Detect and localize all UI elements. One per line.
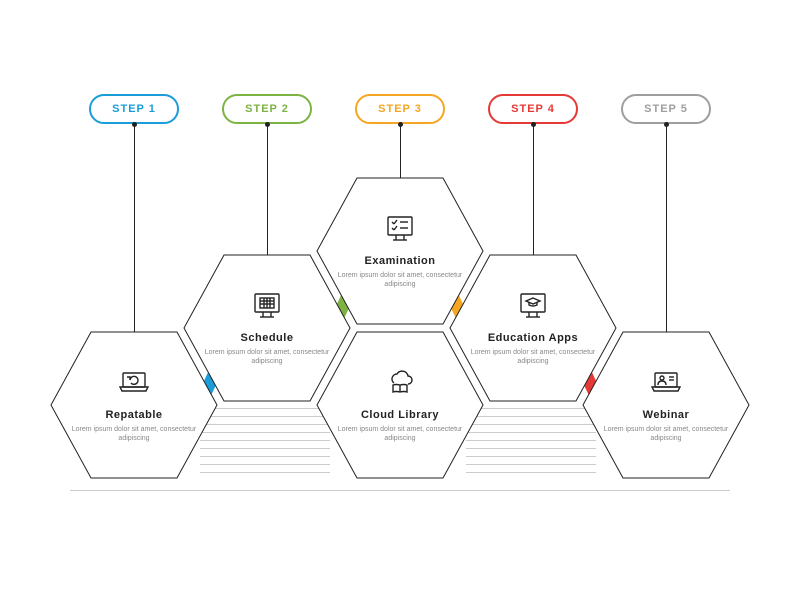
connector-1	[134, 124, 135, 340]
step-label: STEP 4	[511, 103, 555, 115]
step-pill-1: STEP 1	[89, 94, 179, 124]
hex-desc: Lorem ipsum dolor sit amet, consectetur …	[337, 271, 463, 289]
hex-title: Webinar	[643, 409, 690, 421]
hex-desc: Lorem ipsum dolor sit amet, consectetur …	[603, 425, 729, 443]
baseline	[70, 490, 730, 491]
step-pill-5: STEP 5	[621, 94, 711, 124]
filler-lines-left	[200, 408, 330, 480]
step-pill-4: STEP 4	[488, 94, 578, 124]
hex-title: Cloud Library	[361, 409, 439, 421]
infographic-canvas: STEP 1 STEP 2 STEP 3 STEP 4 STEP 5	[0, 0, 800, 598]
step-label: STEP 2	[245, 103, 289, 115]
laptop-sync-icon	[117, 367, 151, 401]
hex-title: Education Apps	[488, 332, 578, 344]
hex-repatable: Repatable Lorem ipsum dolor sit amet, co…	[49, 330, 219, 480]
monitor-calendar-icon	[250, 290, 284, 324]
hex-desc: Lorem ipsum dolor sit amet, consectetur …	[71, 425, 197, 443]
hex-title: Examination	[365, 255, 436, 267]
filler-lines-right	[466, 408, 596, 480]
step-label: STEP 5	[644, 103, 688, 115]
step-label: STEP 1	[112, 103, 156, 115]
monitor-gradcap-icon	[516, 290, 550, 324]
hex-title: Schedule	[241, 332, 294, 344]
cloud-book-icon	[383, 367, 417, 401]
hex-cloudlib: Cloud Library Lorem ipsum dolor sit amet…	[315, 330, 485, 480]
step-pill-2: STEP 2	[222, 94, 312, 124]
hex-webinar: Webinar Lorem ipsum dolor sit amet, cons…	[581, 330, 751, 480]
connector-5	[666, 124, 667, 340]
hex-desc: Lorem ipsum dolor sit amet, consectetur …	[337, 425, 463, 443]
hex-title: Repatable	[105, 409, 162, 421]
connector-4	[533, 124, 534, 262]
hex-desc: Lorem ipsum dolor sit amet, consectetur …	[204, 348, 330, 366]
step-label: STEP 3	[378, 103, 422, 115]
connector-2	[267, 124, 268, 262]
step-pill-3: STEP 3	[355, 94, 445, 124]
monitor-checklist-icon	[383, 213, 417, 247]
hex-desc: Lorem ipsum dolor sit amet, consectetur …	[470, 348, 596, 366]
laptop-person-icon	[649, 367, 683, 401]
